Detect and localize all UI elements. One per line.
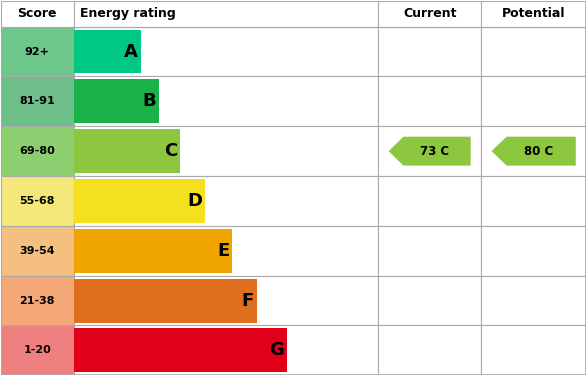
Bar [74,226,379,276]
Bar [481,126,586,176]
Bar [379,226,481,276]
Bar [74,27,379,76]
Bar [74,129,180,173]
Bar [1,176,74,226]
Bar [481,27,586,76]
Bar [379,126,481,176]
Bar [379,27,481,76]
Bar [1,76,74,126]
Bar [74,229,232,273]
Bar [379,326,481,375]
Bar [481,76,586,126]
Bar [379,276,481,326]
Bar [74,30,141,73]
Text: G: G [269,341,284,359]
Text: B: B [143,92,156,110]
Bar [74,126,379,176]
Text: Energy rating: Energy rating [80,7,176,20]
Text: Score: Score [18,7,57,20]
Text: 55-68: 55-68 [19,196,55,206]
Bar [74,326,379,375]
Text: 73 C: 73 C [420,145,448,158]
Bar [1,1,586,27]
Bar [481,276,586,326]
Text: 92+: 92+ [25,47,50,56]
Text: 81-91: 81-91 [19,96,55,106]
Bar [74,76,379,126]
Bar [481,326,586,375]
Bar [74,276,379,326]
Text: C: C [164,142,177,160]
Bar [481,176,586,226]
Text: 21-38: 21-38 [19,296,55,306]
Polygon shape [389,137,471,165]
Text: E: E [217,242,230,260]
Polygon shape [491,137,576,165]
Text: A: A [124,42,138,61]
Bar [1,126,74,176]
Text: F: F [241,291,254,309]
Bar [74,279,257,323]
Bar [74,79,159,123]
Text: Current: Current [403,7,457,20]
Bar [1,326,74,375]
Bar [1,27,74,76]
Bar [74,329,287,372]
Text: Potential: Potential [502,7,565,20]
Bar [379,176,481,226]
Text: 1-20: 1-20 [23,346,51,355]
Text: 69-80: 69-80 [19,146,55,156]
Bar [1,226,74,276]
Text: 39-54: 39-54 [19,246,55,256]
Bar [379,76,481,126]
Text: 80 C: 80 C [524,145,553,158]
Text: D: D [187,192,202,210]
Bar [74,176,379,226]
Bar [1,276,74,326]
Bar [74,179,205,223]
Bar [481,226,586,276]
